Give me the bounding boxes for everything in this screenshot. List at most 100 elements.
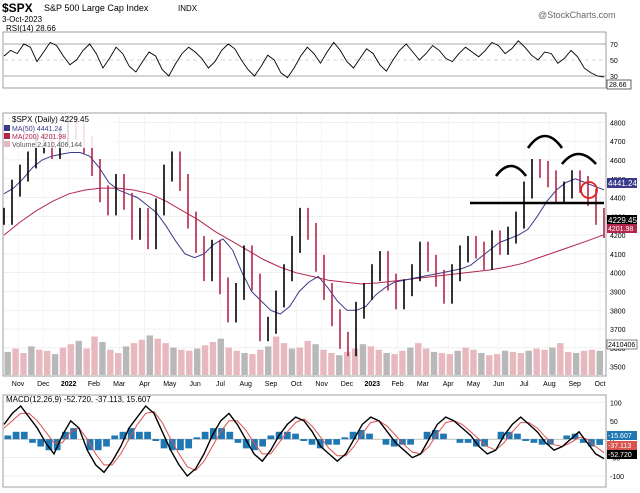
macd-histogram-bar — [382, 439, 390, 445]
macd-histogram-bar — [177, 439, 184, 451]
volume-bar — [288, 348, 296, 375]
left-shoulder-arc — [494, 164, 528, 177]
x-tick-label: Dec — [37, 381, 50, 388]
volume-bar — [438, 353, 446, 375]
macd-signal-line — [3, 411, 605, 472]
x-tick-label: Feb — [88, 381, 100, 388]
x-tick-label: Nov — [12, 381, 25, 388]
volume-bar — [28, 346, 35, 375]
volume-bar — [486, 355, 493, 375]
macd-histogram-bar — [103, 439, 110, 447]
macd-histogram-bar — [160, 439, 168, 449]
volume-bar — [186, 350, 193, 375]
volume-bar — [509, 351, 517, 375]
volume-bar — [359, 344, 367, 375]
volume-bar — [422, 348, 430, 375]
macd-histogram-bar — [538, 439, 546, 445]
macd-histogram-bar — [530, 439, 538, 443]
macd-histogram-bar — [390, 439, 398, 447]
x-tick-label: Apr — [443, 381, 455, 388]
volume-legend-swatch — [4, 141, 10, 147]
histogram-badge — [607, 431, 637, 440]
macd-histogram-bar — [218, 428, 225, 440]
volume-bar — [517, 353, 525, 375]
rsi-panel: RSI(14) 28.66 70 50 30 28.66 — [2, 24, 632, 90]
volume-bar — [138, 339, 146, 375]
macd-histogram-bar — [563, 435, 571, 440]
signal-badge — [607, 441, 637, 450]
price-legend-box — [4, 114, 116, 148]
macd-histogram-bar — [267, 435, 275, 440]
macd-histogram-bar — [201, 431, 209, 440]
price-panel: $SPX (Daily) 4229.45 MA(50) 4441.24 MA(2… — [2, 112, 637, 388]
macd-histogram-bar — [127, 428, 135, 440]
macd-histogram-bar — [399, 439, 406, 445]
volume-bar — [130, 343, 138, 375]
volume-bar — [91, 336, 98, 375]
volume-bar — [59, 347, 67, 375]
close-price-label: 4229.45 — [608, 216, 637, 225]
macd-histogram-bar — [308, 439, 316, 445]
volume-bar — [478, 353, 485, 375]
volume-bar — [170, 347, 177, 375]
x-tick-label: May — [163, 381, 177, 388]
x-tick-label: Mar — [417, 381, 430, 388]
volume-bar — [83, 348, 90, 375]
macd-histogram-bar — [283, 431, 291, 440]
volume-bar — [383, 353, 390, 375]
volume-bar — [312, 344, 319, 375]
x-tick-label: Jul — [216, 381, 225, 388]
price-tick-label: 4400 — [610, 196, 626, 203]
volume-bar — [533, 348, 540, 375]
macd-histogram-bar — [37, 439, 45, 447]
macd-histogram-bar — [431, 429, 439, 440]
index-name: S&P 500 Large Cap Index — [44, 3, 149, 13]
volume-bar — [454, 350, 461, 375]
volume-bar — [588, 349, 596, 375]
volume-bar — [162, 343, 169, 375]
volume-bar — [296, 347, 303, 375]
x-tick-label: Aug — [543, 381, 556, 388]
macd-histogram-bar — [45, 439, 53, 451]
volume-bar — [328, 353, 335, 375]
volume-bar — [193, 348, 201, 375]
macd-histogram-bar — [456, 439, 464, 443]
rsi-series-line — [3, 40, 605, 79]
volume-bar — [320, 349, 327, 375]
volume-bar — [541, 349, 548, 375]
macd-histogram-bar — [136, 431, 143, 440]
macd-title: MACD(12,26,9) -52.720, -37.113, 15.607 — [6, 395, 151, 404]
x-tick-label: Mar — [113, 381, 126, 388]
right-shoulder-arc — [560, 152, 597, 165]
x-tick-label: Jun — [189, 381, 200, 388]
price-title: $SPX (Daily) 4229.45 — [12, 115, 89, 124]
macd-histogram-bar — [596, 439, 603, 445]
head-arc — [526, 134, 564, 149]
macd-tick-label: 50 — [610, 419, 618, 426]
macd-histogram-bar — [481, 439, 488, 447]
volume-bar — [178, 349, 185, 375]
x-tick-label: Feb — [392, 381, 404, 388]
volume-bar — [525, 350, 532, 375]
price-tick-label: 4200 — [610, 233, 626, 240]
macd-histogram-bar — [185, 439, 193, 449]
volume-bar — [217, 338, 225, 375]
volume-bar — [43, 350, 51, 375]
ma50-legend: MA(50) 4441.24 — [12, 126, 62, 133]
volume-bar — [399, 350, 406, 375]
volume-bar — [446, 354, 453, 375]
x-tick-label: Apr — [139, 381, 151, 388]
volume-bar — [122, 346, 130, 375]
macd-histogram-bar — [464, 439, 472, 443]
volume-bar — [470, 349, 477, 375]
volume-bar — [209, 342, 217, 375]
volume-bar — [596, 350, 603, 375]
price-tick-label: 3900 — [610, 289, 626, 296]
macd-value-label: -52.720 — [608, 452, 632, 459]
macd-histogram-bar — [4, 435, 12, 440]
x-tick-label: Jul — [520, 381, 529, 388]
volume-bar — [154, 338, 161, 375]
x-tick-label: Aug — [240, 381, 253, 388]
x-tick-label: Dec — [341, 381, 354, 388]
macd-histogram-bar — [70, 428, 77, 440]
